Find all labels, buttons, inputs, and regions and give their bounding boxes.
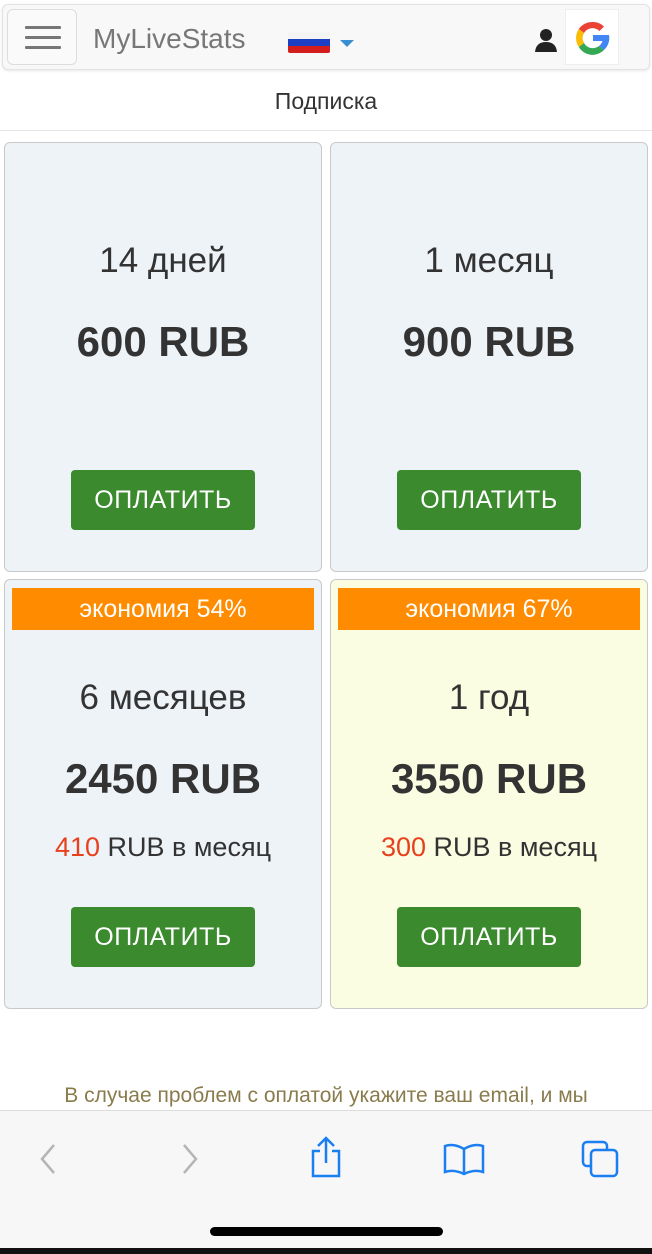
monthly-amount: 300 [380, 832, 427, 862]
monthly-suffix: RUB в месяц [426, 832, 598, 862]
navbar: MyLiveStats [2, 4, 650, 70]
divider [0, 130, 652, 131]
pay-button[interactable]: ОПЛАТИТЬ [397, 907, 581, 967]
plan-price: 2450 RUB [64, 755, 262, 802]
monthly-suffix: RUB в месяц [100, 832, 272, 862]
forward-icon[interactable] [178, 1141, 202, 1177]
payment-help-note: В случае проблем с оплатой укажите ваш e… [64, 1084, 588, 1107]
plan-period: 1 месяц [424, 241, 554, 280]
plan-card-14-days: 14 дней 600 RUB ОПЛАТИТЬ [4, 142, 322, 572]
pay-button[interactable]: ОПЛАТИТЬ [397, 470, 581, 530]
monthly-price: 410 RUB в месяц [5, 832, 321, 863]
user-icon[interactable] [533, 27, 559, 53]
russia-flag-icon[interactable] [288, 32, 330, 53]
plan-period: 6 месяцев [79, 678, 247, 717]
hamburger-icon [25, 36, 61, 39]
safari-toolbar [0, 1110, 652, 1250]
plan-price: 3550 RUB [390, 755, 588, 802]
tabs-icon[interactable] [580, 1139, 622, 1179]
bottom-edge [0, 1248, 652, 1254]
bookmarks-icon[interactable] [442, 1141, 486, 1177]
hamburger-icon [25, 46, 61, 49]
plan-period: 14 дней [99, 241, 227, 280]
plan-card-1-year: экономия 67% 1 год 3550 RUB 300 RUB в ме… [330, 579, 648, 1009]
brand-link[interactable]: MyLiveStats [93, 23, 246, 54]
google-signin-button[interactable] [565, 9, 619, 65]
google-icon [576, 21, 610, 55]
back-icon[interactable] [36, 1141, 60, 1177]
plan-period: 1 год [448, 678, 530, 717]
savings-badge: экономия 54% [12, 588, 314, 630]
plan-price: 900 RUB [402, 318, 576, 365]
caret-down-icon[interactable] [340, 40, 354, 47]
hamburger-icon [25, 26, 61, 29]
page-title: Подписка [274, 88, 378, 114]
pay-button[interactable]: ОПЛАТИТЬ [71, 470, 255, 530]
pay-button[interactable]: ОПЛАТИТЬ [71, 907, 255, 967]
plan-card-6-months: экономия 54% 6 месяцев 2450 RUB 410 RUB … [4, 579, 322, 1009]
home-indicator [210, 1227, 443, 1236]
share-icon[interactable] [308, 1135, 344, 1179]
menu-button[interactable] [7, 9, 77, 65]
monthly-price: 300 RUB в месяц [331, 832, 647, 863]
plan-price: 600 RUB [76, 318, 250, 365]
monthly-amount: 410 [54, 832, 101, 862]
plan-card-1-month: 1 месяц 900 RUB ОПЛАТИТЬ [330, 142, 648, 572]
savings-badge: экономия 67% [338, 588, 640, 630]
